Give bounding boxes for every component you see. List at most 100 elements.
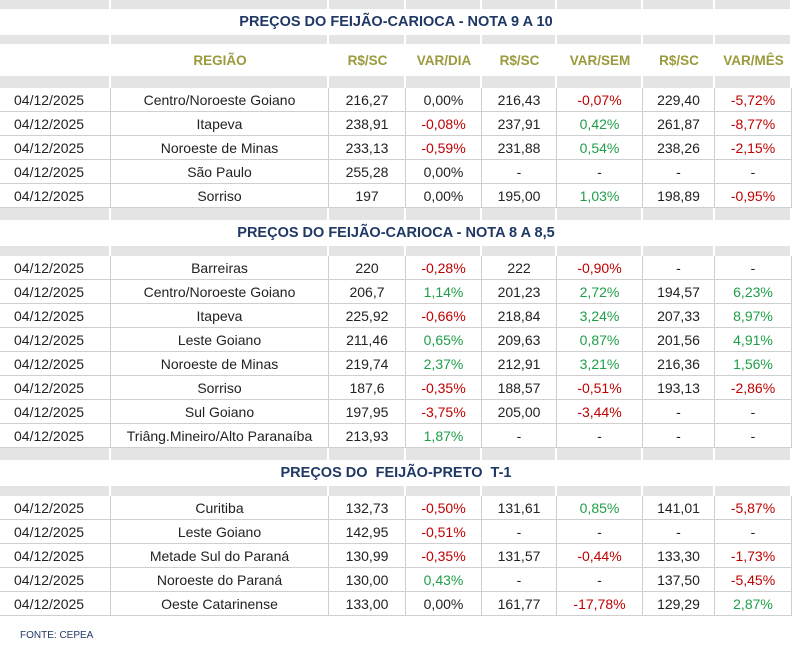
separator-band: [557, 76, 641, 88]
value-cell: 216,27: [329, 88, 406, 112]
value-cell: 216,36: [643, 352, 715, 376]
value-cell: -0,51%: [406, 520, 482, 544]
value-cell: 212,91: [482, 352, 557, 376]
region-cell: Sorriso: [111, 376, 329, 400]
separator-band: [111, 448, 327, 460]
separator-band: [557, 246, 641, 256]
column-header: R$/SC: [499, 52, 540, 68]
separator-band: [482, 35, 555, 44]
date-cell: 04/12/2025: [0, 112, 111, 136]
separator-band: [329, 208, 404, 220]
value-cell: 213,93: [329, 424, 406, 448]
separator-band: [643, 246, 713, 256]
value-cell: -5,45%: [715, 568, 792, 592]
value-cell: -: [643, 520, 715, 544]
value-cell: 129,29: [643, 592, 715, 616]
separator-band: [406, 0, 480, 9]
value-cell: 219,74: [329, 352, 406, 376]
value-cell: -0,50%: [406, 496, 482, 520]
value-cell: 161,77: [482, 592, 557, 616]
date-cell: 04/12/2025: [0, 376, 111, 400]
value-cell: 233,13: [329, 136, 406, 160]
date-cell: 04/12/2025: [0, 184, 111, 208]
separator-band: [482, 208, 555, 220]
value-cell: 131,61: [482, 496, 557, 520]
value-cell: 131,57: [482, 544, 557, 568]
value-cell: -: [643, 400, 715, 424]
separator-band: [111, 35, 327, 44]
value-cell: 188,57: [482, 376, 557, 400]
column-header: REGIÃO: [193, 52, 247, 68]
date-cell: 04/12/2025: [0, 400, 111, 424]
separator-band: [406, 486, 480, 496]
date-cell: 04/12/2025: [0, 592, 111, 616]
value-cell: 137,50: [643, 568, 715, 592]
value-cell: 0,65%: [406, 328, 482, 352]
separator-band: [0, 76, 109, 88]
value-cell: -: [715, 160, 792, 184]
value-cell: 211,46: [329, 328, 406, 352]
date-cell: 04/12/2025: [0, 280, 111, 304]
separator-band: [406, 76, 480, 88]
value-cell: 0,42%: [557, 112, 643, 136]
separator-band: [715, 76, 790, 88]
value-cell: -0,66%: [406, 304, 482, 328]
region-cell: Sul Goiano: [111, 400, 329, 424]
value-cell: 216,43: [482, 88, 557, 112]
date-cell: 04/12/2025: [0, 520, 111, 544]
value-cell: 201,56: [643, 328, 715, 352]
separator-band: [0, 246, 109, 256]
value-cell: 0,85%: [557, 496, 643, 520]
value-cell: 0,43%: [406, 568, 482, 592]
value-cell: 238,91: [329, 112, 406, 136]
value-cell: 201,23: [482, 280, 557, 304]
value-cell: -0,28%: [406, 256, 482, 280]
value-cell: 4,91%: [715, 328, 792, 352]
separator-band: [0, 486, 109, 496]
value-cell: 255,28: [329, 160, 406, 184]
separator-band: [111, 208, 327, 220]
column-header: VAR/DIA: [416, 52, 472, 68]
date-cell: 04/12/2025: [0, 160, 111, 184]
separator-band: [0, 35, 109, 44]
region-cell: Sorriso: [111, 184, 329, 208]
separator-band: [715, 448, 790, 460]
date-cell: 04/12/2025: [0, 544, 111, 568]
value-cell: -0,44%: [557, 544, 643, 568]
value-cell: 205,00: [482, 400, 557, 424]
value-cell: 193,13: [643, 376, 715, 400]
separator-band: [329, 486, 404, 496]
separator-band: [643, 76, 713, 88]
value-cell: -5,87%: [715, 496, 792, 520]
value-cell: 3,21%: [557, 352, 643, 376]
separator-band: [111, 486, 327, 496]
value-cell: 1,87%: [406, 424, 482, 448]
separator-band: [557, 0, 641, 9]
date-cell: 04/12/2025: [0, 88, 111, 112]
column-header: R$/SC: [347, 52, 388, 68]
column-header: VAR/SEM: [569, 52, 631, 68]
value-cell: -0,35%: [406, 544, 482, 568]
region-cell: Centro/Noroeste Goiano: [111, 280, 329, 304]
region-cell: Triâng.Mineiro/Alto Paranaíba: [111, 424, 329, 448]
value-cell: -: [715, 424, 792, 448]
separator-band: [406, 246, 480, 256]
separator-band: [643, 486, 713, 496]
value-cell: 237,91: [482, 112, 557, 136]
value-cell: -3,75%: [406, 400, 482, 424]
value-cell: 133,00: [329, 592, 406, 616]
separator-band: [0, 0, 109, 9]
value-cell: 187,6: [329, 376, 406, 400]
value-cell: 207,33: [643, 304, 715, 328]
date-cell: 04/12/2025: [0, 568, 111, 592]
separator-band: [715, 35, 790, 44]
value-cell: 194,57: [643, 280, 715, 304]
value-cell: -5,72%: [715, 88, 792, 112]
date-cell: 04/12/2025: [0, 352, 111, 376]
region-cell: Itapeva: [111, 304, 329, 328]
value-cell: 220: [329, 256, 406, 280]
value-cell: -: [482, 520, 557, 544]
value-cell: 218,84: [482, 304, 557, 328]
value-cell: 197: [329, 184, 406, 208]
value-cell: 0,00%: [406, 88, 482, 112]
